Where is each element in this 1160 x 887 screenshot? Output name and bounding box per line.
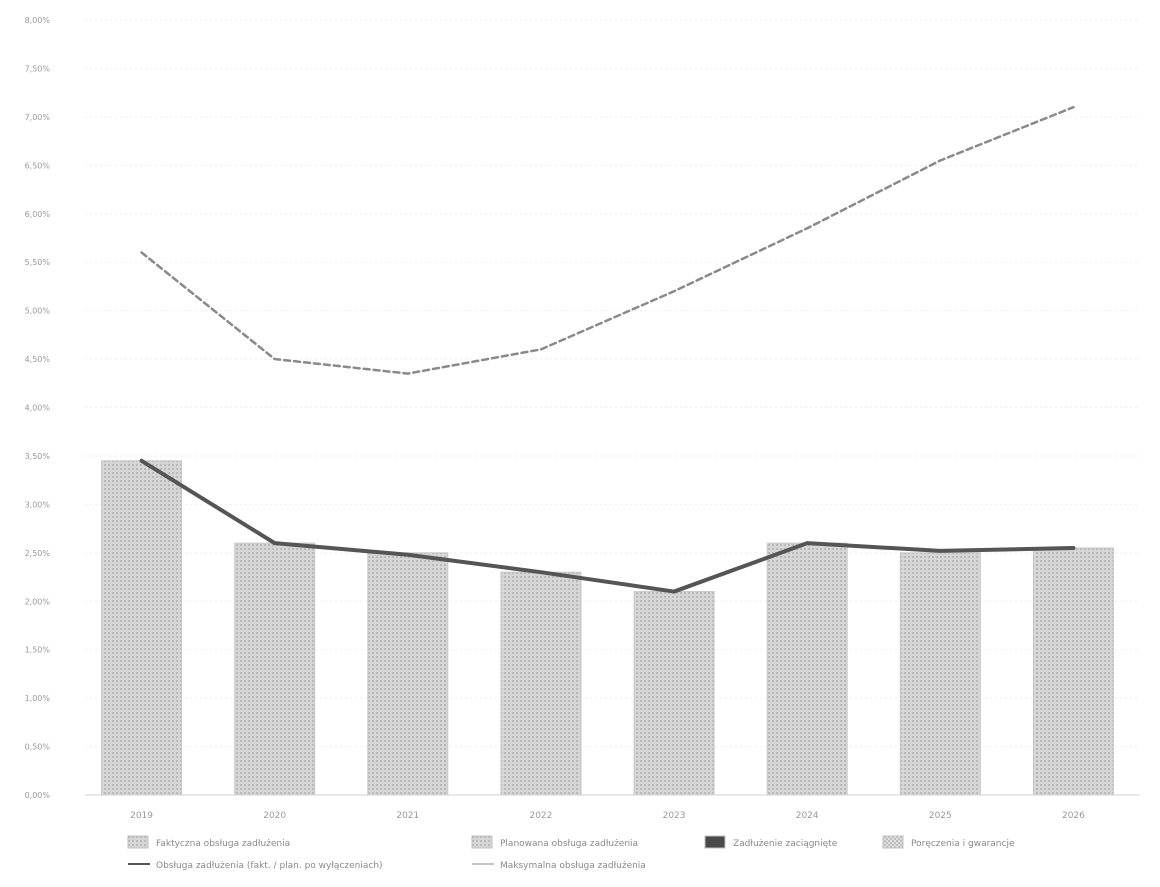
line-point [806, 542, 808, 544]
y-tick-label: 2,50% [25, 549, 51, 558]
legend: Faktyczna obsługa zadłużenia Planowana ob… [127, 835, 1015, 871]
line-point [141, 252, 143, 253]
y-tick-label: 3,00% [25, 500, 51, 509]
legend-label: Obsługa zadłużenia (fakt. / plan. po wył… [156, 861, 383, 871]
legend-label: Maksymalna obsługa zadłużenia [500, 861, 646, 871]
line-point [274, 542, 276, 544]
line-point [1072, 106, 1074, 108]
x-tick-label: 2024 [796, 811, 819, 821]
legend-label: Faktyczna obsługa zadłużenia [156, 839, 290, 849]
bar-2023 [633, 591, 715, 796]
bar-2026 [1032, 547, 1114, 796]
y-tick-label: 7,50% [25, 64, 51, 73]
line-point [939, 550, 941, 552]
y-tick-label: 8,00% [25, 16, 51, 25]
legend-label: Poręczenia i gwarancje [911, 839, 1015, 849]
bar-2022 [500, 571, 582, 796]
bar-2020 [234, 542, 316, 796]
y-axis: 0,00% 0,50% 1,00% 1,50% 2,00% 2,50% 3,00% 3,50%… [25, 16, 51, 800]
line-point [673, 290, 675, 292]
x-tick-label: 2019 [130, 811, 153, 821]
y-tick-label: 6,50% [25, 161, 51, 170]
y-tick-label: 5,00% [25, 307, 51, 316]
x-tick-label: 2025 [929, 811, 952, 821]
line-point [540, 571, 542, 573]
legend-swatch [471, 835, 493, 849]
y-tick-label: 5,50% [25, 258, 51, 267]
line-point [939, 159, 941, 161]
y-tick-label: 2,00% [25, 597, 51, 606]
x-tick-label: 2022 [529, 811, 552, 821]
max-debt-service-line [140, 105, 1075, 375]
legend-label: Planowana obsługa zadłużenia [500, 839, 638, 849]
bars [101, 460, 1114, 796]
y-tick-label: 1,00% [25, 694, 51, 703]
line-point [540, 348, 542, 350]
x-tick-label: 2023 [663, 811, 686, 821]
y-tick-label: 0,50% [25, 743, 51, 752]
y-tick-label: 1,50% [25, 646, 51, 655]
y-tick-label: 6,00% [25, 210, 51, 219]
y-tick-label: 4,50% [25, 355, 51, 364]
line-point [1072, 547, 1074, 549]
line-point [141, 460, 143, 462]
legend-swatch [127, 835, 149, 849]
x-tick-label: 2021 [396, 811, 419, 821]
lines [139, 105, 1076, 594]
line-point [274, 358, 276, 360]
line-point [806, 227, 808, 229]
x-tick-label: 2020 [263, 811, 286, 821]
y-tick-label: 4,00% [25, 404, 51, 413]
legend-swatch [882, 835, 904, 849]
y-tick-label: 7,00% [25, 113, 51, 122]
line-point [407, 373, 409, 375]
bar-2019 [101, 460, 183, 796]
bar-2025 [899, 552, 981, 796]
y-tick-label: 3,50% [25, 452, 51, 461]
line-point [673, 591, 675, 593]
y-tick-label: 0,00% [25, 791, 51, 800]
bar-2021 [367, 552, 449, 796]
x-tick-label: 2026 [1062, 811, 1085, 821]
x-axis: 2019 2020 2021 2022 2023 2024 2025 2026 [85, 794, 1140, 821]
legend-label: Zadłużenie zaciągnięte [733, 839, 838, 849]
bar-2024 [766, 542, 848, 796]
legend-swatch [704, 835, 726, 849]
debt-service-line [139, 458, 1076, 594]
line-point [407, 554, 409, 556]
